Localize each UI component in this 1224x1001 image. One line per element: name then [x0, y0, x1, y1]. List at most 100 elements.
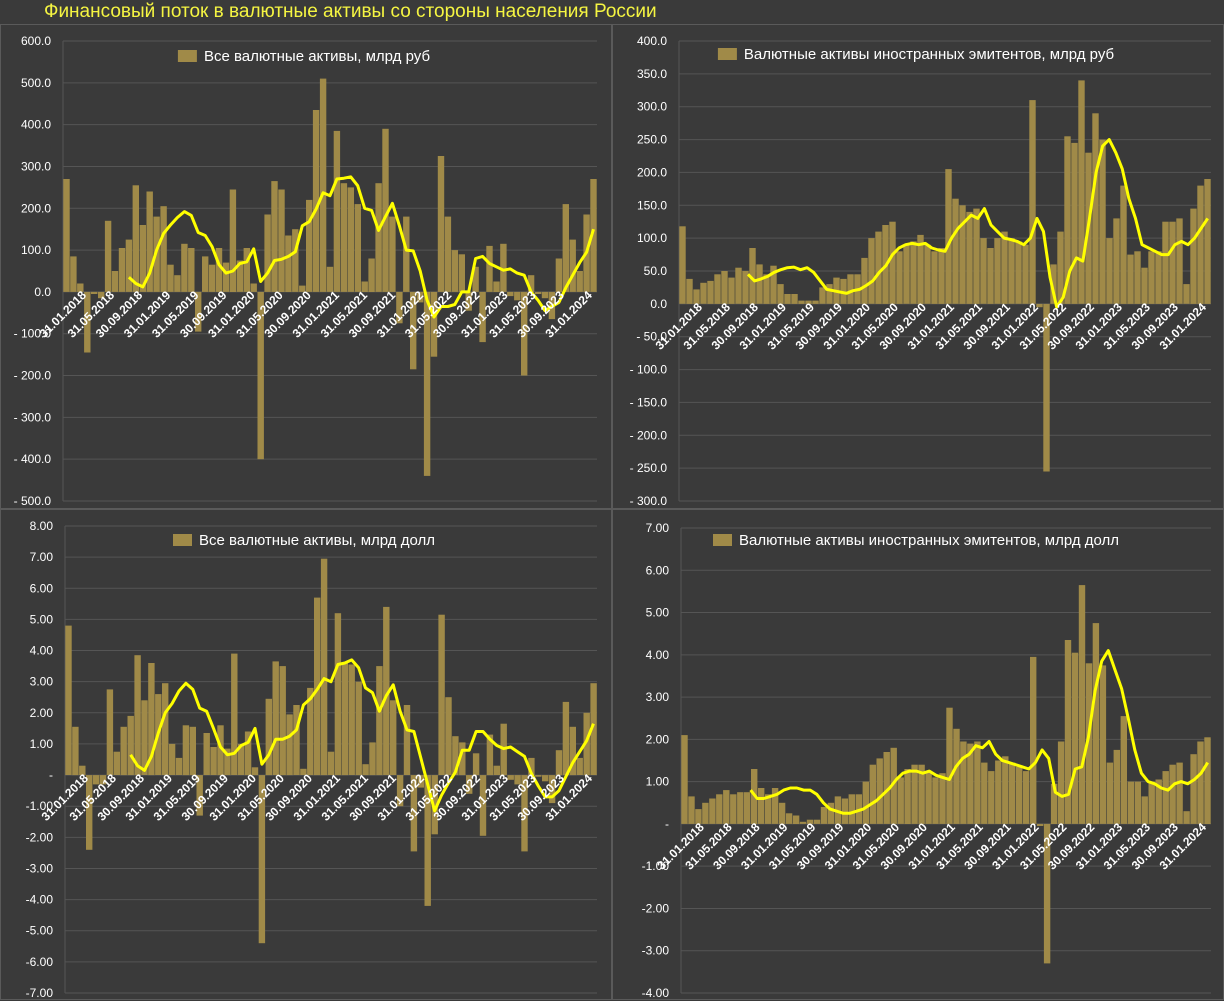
bar: [285, 235, 292, 292]
bar: [459, 742, 466, 776]
bar: [1009, 762, 1016, 824]
bar: [452, 736, 459, 776]
bar: [562, 204, 569, 292]
bar: [507, 775, 514, 780]
bar: [1064, 640, 1072, 824]
bar: [319, 78, 327, 292]
y-tick-label: 2.00: [30, 706, 54, 720]
bar: [210, 747, 217, 775]
bar: [196, 775, 203, 816]
bar: [959, 205, 966, 304]
bar: [106, 689, 114, 775]
trend-line: [127, 175, 595, 319]
bar: [486, 245, 493, 292]
bar: [875, 231, 882, 304]
bar: [238, 743, 245, 775]
bar: [548, 775, 556, 804]
bar: [820, 807, 828, 824]
bar: [383, 606, 390, 775]
bar: [430, 291, 438, 357]
bar: [1183, 811, 1190, 824]
bar: [1113, 218, 1120, 304]
bar: [222, 262, 230, 292]
chart-svg: 400.0 350.0 300.0 250.0 200.0 150.0 100.0 50.0 0…: [630, 34, 1211, 508]
bar: [458, 254, 465, 292]
bar: [390, 700, 397, 775]
y-tick-label: -1.00: [26, 799, 54, 813]
bar: [798, 300, 805, 304]
bar: [493, 765, 500, 775]
chart-panel-usd-all: 8.00 7.00 6.00 5.00 4.00 3.00 2.00 1.00 - -1.00 -2…: [0, 509, 612, 1000]
bar: [896, 251, 903, 304]
bar: [735, 267, 742, 304]
bar: [1127, 254, 1134, 304]
y-tick-label: -2.00: [642, 901, 670, 915]
bar: [988, 771, 995, 824]
bar: [527, 275, 535, 292]
bar: [876, 758, 883, 824]
bar: [707, 280, 714, 304]
bar: [340, 183, 348, 292]
y-tick-label: 7.00: [646, 521, 670, 535]
bar: [146, 191, 153, 292]
bar: [312, 110, 320, 292]
bar: [569, 239, 576, 292]
bar: [1022, 244, 1029, 304]
bar: [911, 764, 918, 824]
trend-line: [746, 138, 1209, 309]
bar: [1134, 781, 1141, 824]
bar: [771, 788, 779, 824]
bar: [265, 698, 272, 776]
bar: [355, 681, 362, 776]
y-tick-label: 2.00: [646, 732, 670, 746]
bar: [785, 813, 793, 824]
bar: [113, 751, 120, 775]
bar: [702, 802, 709, 824]
bar: [1050, 783, 1058, 824]
bar: [272, 661, 279, 775]
bar: [167, 264, 174, 292]
bar: [236, 260, 244, 292]
y-tick-label: 1.00: [30, 737, 54, 751]
bar: [410, 775, 418, 852]
bar: [278, 189, 285, 292]
bar: [1190, 208, 1197, 304]
bar: [1190, 754, 1197, 824]
bar: [424, 775, 431, 906]
legend-label: Все валютные активы, млрд долл: [199, 532, 435, 549]
y-tick-label: 350.0: [637, 67, 667, 81]
bar: [410, 291, 417, 370]
bar: [890, 747, 897, 824]
bar: [847, 274, 854, 304]
bar: [479, 291, 486, 343]
bar: [314, 597, 321, 776]
bar: [980, 238, 987, 304]
y-tick-label: 200.0: [21, 201, 51, 215]
y-tick-label: 1.00: [646, 775, 670, 789]
bar: [1197, 185, 1204, 304]
y-tick-label: 0.0: [650, 297, 667, 311]
bar: [946, 707, 953, 824]
bar: [445, 697, 452, 775]
trend-line: [129, 658, 595, 813]
bar: [730, 794, 737, 824]
y-tick-label: -6.00: [26, 955, 54, 969]
bar: [514, 775, 521, 785]
bar: [1204, 737, 1211, 824]
bar: [231, 653, 238, 775]
bar: [1162, 771, 1169, 824]
bar: [188, 248, 195, 292]
bar: [1120, 716, 1127, 824]
bar: [361, 281, 368, 292]
bar: [744, 792, 751, 824]
bar: [562, 701, 570, 776]
bar: [728, 277, 735, 304]
bar: [1176, 218, 1183, 304]
chart-svg: 7.00 6.00 5.00 4.00 3.00 2.00 1.00 - -1.00 -2.00 -…: [642, 521, 1211, 1000]
bar: [1106, 238, 1113, 304]
legend: Все валютные активы, млрд долл: [173, 532, 435, 549]
bar: [1099, 139, 1106, 304]
legend-swatch: [177, 50, 197, 62]
bar: [1001, 231, 1008, 304]
bar: [175, 757, 183, 775]
